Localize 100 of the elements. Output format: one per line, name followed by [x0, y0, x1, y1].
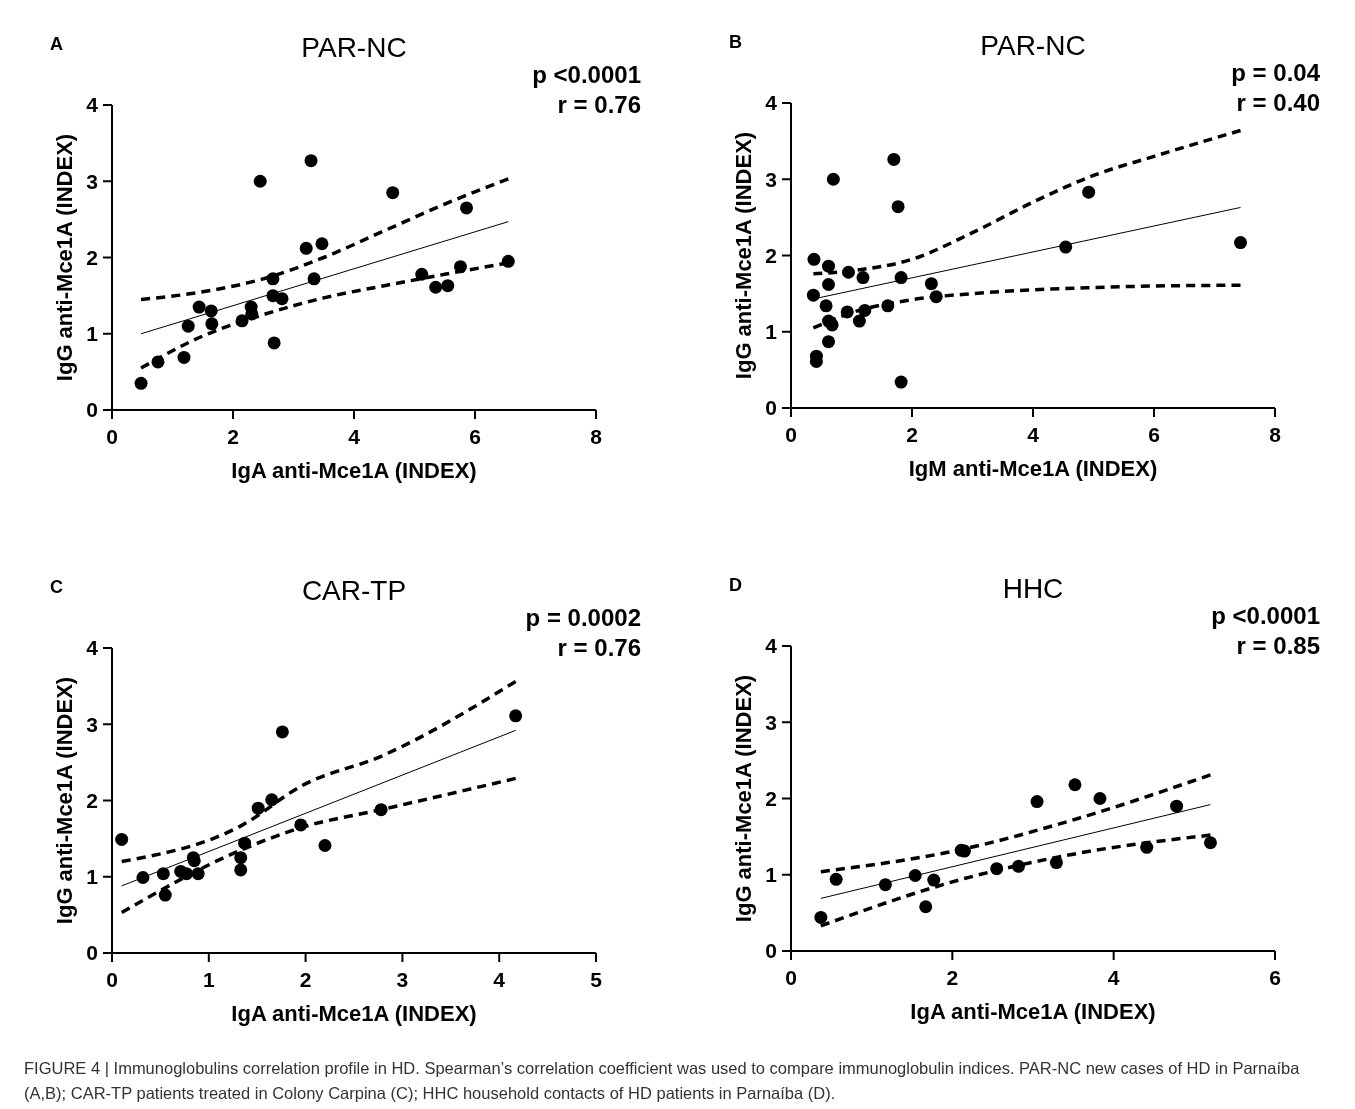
x-tick-label: 4	[348, 425, 361, 448]
chart-subtitle: A	[50, 34, 63, 54]
point	[1082, 185, 1096, 199]
point	[509, 709, 523, 723]
point	[136, 871, 150, 885]
point	[806, 288, 820, 302]
y-tick-label: 3	[765, 710, 777, 734]
point	[318, 838, 332, 852]
point	[908, 869, 922, 883]
point	[822, 259, 836, 273]
point	[919, 900, 933, 914]
point	[275, 292, 289, 306]
point	[234, 851, 248, 865]
point	[826, 172, 840, 186]
point	[1068, 778, 1082, 792]
x-tick-label: 4	[1027, 423, 1040, 446]
line-series	[119, 679, 518, 864]
chart-subtitle: D	[729, 575, 742, 595]
point	[253, 174, 267, 188]
x-tick-label: 8	[590, 425, 603, 448]
point	[852, 314, 866, 328]
x-axis-title: IgA anti-Mce1A (INDEX)	[231, 1001, 477, 1026]
point	[1170, 799, 1184, 813]
point	[234, 863, 248, 877]
point	[1203, 836, 1217, 850]
caption: FIGURE 4 | Immunoglobulins correlation profile in HD. Spearman’s correlation coefficient was used to compare immunoglobulin indices. PAR-NC new cases of HD in Parnaíba (A,B); CAR-TP patients treated in Colony Carpina (C); HHC household contacts of HD patients in Parnaíba (D).	[24, 1058, 1301, 1104]
point	[304, 154, 318, 168]
point	[299, 241, 313, 255]
chart-subtitle: C	[50, 577, 63, 597]
line-series	[819, 773, 1213, 874]
point	[1059, 240, 1073, 254]
point	[205, 317, 219, 331]
point	[453, 260, 467, 274]
point	[251, 801, 265, 815]
point	[814, 910, 828, 924]
x-tick-label: 0	[785, 966, 797, 989]
y-tick-label: 0	[86, 398, 98, 422]
point	[807, 252, 821, 266]
point	[266, 272, 280, 286]
y-tick-label: 1	[86, 865, 99, 889]
chart-title: PAR-NC	[301, 32, 407, 63]
x-tick-label: 8	[1269, 423, 1282, 446]
point	[840, 305, 854, 319]
point	[156, 867, 170, 881]
point	[275, 725, 289, 739]
point	[191, 867, 205, 881]
y-axis-title: IgG anti-Mce1A (INDEX)	[731, 674, 756, 923]
point	[181, 319, 195, 333]
y-tick-label: 2	[86, 245, 98, 269]
x-tick-label: 6	[1269, 966, 1281, 989]
x-tick-label: 5	[590, 968, 603, 991]
point	[829, 872, 843, 886]
x-tick-label: 0	[106, 968, 118, 991]
point	[1140, 840, 1154, 854]
point	[990, 862, 1004, 876]
y-axis-title: IgG anti-Mce1A (INDEX)	[731, 131, 756, 380]
y-tick-label: 3	[86, 169, 98, 193]
text: p = 0.04	[1231, 59, 1321, 86]
x-tick-label: 2	[299, 968, 312, 991]
annotation: r = 0.40	[1236, 89, 1320, 116]
y-axis-title: IgG anti-Mce1A (INDEX)	[52, 676, 77, 925]
annotation: r = 0.76	[557, 634, 641, 661]
y-tick-label: 2	[765, 243, 777, 267]
y-tick-label: 4	[765, 634, 778, 658]
point	[415, 267, 429, 281]
point	[238, 836, 252, 850]
point	[192, 300, 206, 314]
point	[501, 254, 515, 268]
y-tick-label: 1	[765, 320, 778, 344]
point	[115, 832, 129, 846]
point	[134, 376, 148, 390]
x-tick-label: 4	[493, 968, 506, 991]
point	[180, 867, 194, 881]
y-tick-label: 0	[86, 941, 98, 965]
point	[429, 280, 443, 294]
y-tick-label: 4	[86, 93, 99, 117]
x-tick-label: 6	[1148, 423, 1160, 446]
chart-title: PAR-NC	[980, 30, 1086, 61]
point	[1011, 859, 1025, 873]
annotation: r = 0.85	[1236, 632, 1320, 659]
x-tick-label: 6	[469, 425, 481, 448]
point	[177, 350, 191, 364]
point	[315, 237, 329, 251]
y-tick-label: 1	[765, 863, 778, 887]
point	[1030, 795, 1044, 809]
point	[1234, 236, 1248, 250]
point	[204, 304, 218, 318]
point	[856, 271, 870, 285]
point	[858, 303, 872, 317]
x-axis-title: IgM anti-Mce1A (INDEX)	[908, 456, 1158, 481]
annotation: r = 0.76	[557, 91, 641, 118]
point	[887, 152, 901, 166]
y-tick-label: 4	[86, 636, 99, 660]
point	[822, 277, 836, 291]
y-axis-title: IgG anti-Mce1A (INDEX)	[52, 133, 77, 382]
point	[929, 290, 943, 304]
x-axis-title: IgA anti-Mce1A (INDEX)	[231, 458, 477, 483]
point	[894, 375, 908, 389]
point	[267, 336, 281, 350]
x-tick-label: 0	[106, 425, 118, 448]
